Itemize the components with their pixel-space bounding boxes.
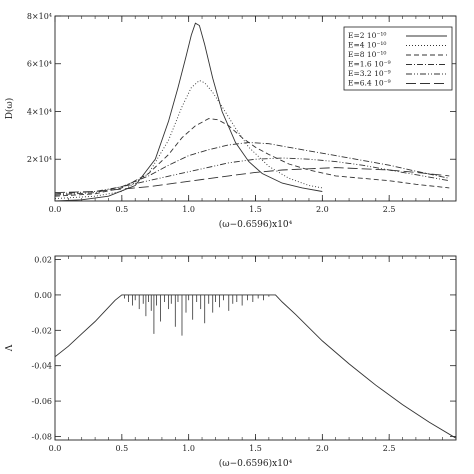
series-line-4	[55, 142, 450, 196]
x-tick-label: 2.0	[316, 444, 329, 453]
x-tick-label: 1.5	[249, 444, 262, 453]
legend-label-3: E=8 10⁻¹⁰	[348, 50, 386, 59]
series-line-6	[55, 167, 450, 194]
y-tick-label: 8×10⁴	[27, 12, 52, 21]
x-tick-label: 0.0	[49, 444, 62, 453]
x-tick-label: 0.0	[49, 205, 62, 214]
x-tick-label: 0.5	[115, 444, 128, 453]
series-line-5	[55, 157, 450, 195]
chart-panel-2: 0.0 0.5 1.0 1.5 2.0 2.5 0.02 0.00 -0.02 -0.04 -0.0…	[5, 255, 457, 469]
x-axis-label: (ω−0.6596)x10⁴	[219, 458, 293, 469]
x-tick-label: 1.0	[182, 205, 195, 214]
y-tick-label: -0.06	[31, 397, 52, 406]
plot-frame	[54, 255, 457, 441]
y-tick-label: 6×10⁴	[27, 60, 52, 69]
y-tick-label: -0.02	[31, 326, 52, 335]
y-tick-label: 0.02	[34, 256, 52, 265]
x-tick-label: 1.0	[182, 444, 195, 453]
legend-label-4: E=1.6 10⁻⁹	[348, 60, 391, 69]
legend-label-2: E=4 10⁻¹⁰	[348, 41, 386, 50]
x-tick-label: 0.5	[115, 205, 128, 214]
series-line-1	[55, 294, 456, 439]
legend-label-6: E=6.4 10⁻⁹	[348, 79, 391, 88]
chart-panel-1: 0.0 0.5 1.0 1.5 2.0 2.5 2×10⁴ 4×10⁴ 6×10⁴ 8×10⁴ (ω…	[4, 12, 457, 230]
y-tick-label: -0.08	[31, 432, 52, 441]
series-line-3	[55, 118, 450, 197]
y-axis-label: D(ω)	[4, 98, 15, 120]
x-tick-label: 2.0	[316, 205, 329, 214]
x-tick-label: 1.5	[249, 205, 262, 214]
x-tick-label: 2.5	[383, 205, 396, 214]
y-tick-label: 4×10⁴	[27, 107, 52, 116]
legend-box	[343, 26, 453, 91]
legend-label-5: E=3.2 10⁻⁹	[348, 69, 391, 78]
series-line-1	[55, 22, 323, 201]
legend-label-1: E=2 10⁻¹⁰	[348, 31, 386, 40]
y-axis-label: Λ	[5, 344, 15, 352]
x-axis-label: (ω−0.6596)x10⁴	[219, 219, 293, 230]
legend: E=2 10⁻¹⁰E=4 10⁻¹⁰E=8 10⁻¹⁰E=1.6 10⁻⁹E=3…	[343, 26, 453, 91]
y-tick-label: 2×10⁴	[27, 155, 52, 164]
y-tick-label: -0.04	[31, 362, 52, 371]
y-tick-label: 0.00	[34, 291, 52, 300]
x-tick-label: 2.5	[383, 444, 396, 453]
